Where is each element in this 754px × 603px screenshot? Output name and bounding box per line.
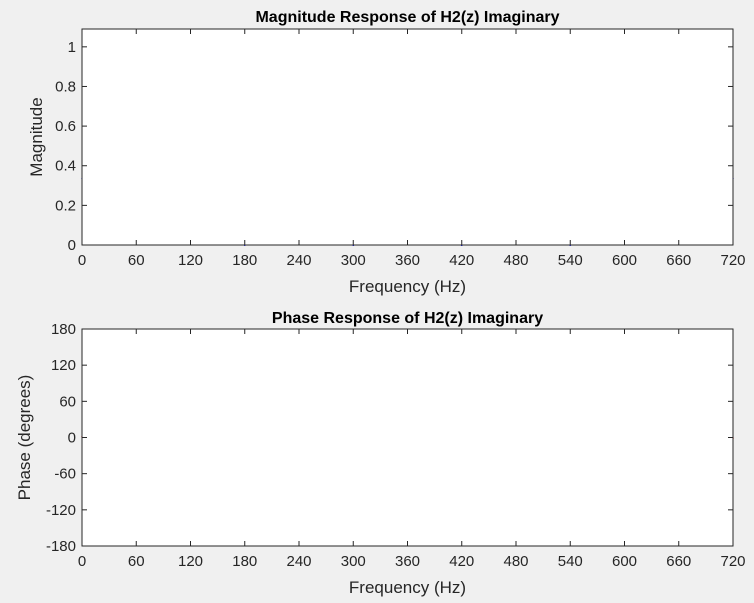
phase-x-tick-label: 540	[558, 553, 583, 570]
magnitude-x-tick-label: 60	[128, 252, 145, 269]
phase-plot: 0 60 120 180 240 300 360 420 480 540 600 660 720-180…	[15, 310, 746, 597]
phase-x-tick-label: 600	[612, 553, 637, 570]
magnitude-x-tick-label: 120	[178, 252, 203, 269]
magnitude-y-tick-label: 1	[68, 39, 76, 56]
phase-axes-frame	[81, 328, 734, 547]
phase-y-tick-label: -180	[46, 538, 76, 555]
phase-x-tick-label: 420	[449, 553, 474, 570]
phase-x-tick-label: 300	[341, 553, 366, 570]
phase-x-tick-label: 660	[666, 553, 691, 570]
phase-y-tick-label: 180	[51, 321, 76, 338]
magnitude-axes-frame	[81, 28, 734, 246]
magnitude-chart-title: Magnitude Response of H2(z) Imaginary	[255, 9, 559, 26]
phase-y-axis-label: Phase (degrees)	[15, 375, 34, 501]
magnitude-y-tick-label: 0.6	[55, 118, 76, 135]
magnitude-y-tick-label: 0.2	[55, 197, 76, 214]
magnitude-plot: 0 60 120 180 240 300 360 420 480 540 600 660 720 0 0.2…	[27, 9, 746, 296]
phase-x-axis-label: Frequency (Hz)	[349, 578, 466, 597]
phase-y-tick-label: 120	[51, 357, 76, 374]
phase-x-tick-label: 120	[178, 553, 203, 570]
phase-y-tick-label: 60	[59, 393, 76, 410]
magnitude-x-tick-label: 660	[666, 252, 691, 269]
magnitude-x-tick-label: 480	[503, 252, 528, 269]
magnitude-y-tick-label: 0.4	[55, 158, 76, 175]
magnitude-x-tick-label: 360	[395, 252, 420, 269]
magnitude-x-tick-label: 540	[558, 252, 583, 269]
magnitude-x-tick-label: 0	[78, 252, 86, 269]
phase-x-tick-label: 60	[128, 553, 145, 570]
magnitude-y-tick-label: 0	[68, 237, 76, 254]
phase-x-tick-label: 240	[286, 553, 311, 570]
phase-x-tick-label: 0	[78, 553, 86, 570]
magnitude-x-tick-label: 420	[449, 252, 474, 269]
phase-chart-title: Phase Response of H2(z) Imaginary	[272, 310, 543, 327]
magnitude-y-tick-label: 0.8	[55, 78, 76, 95]
magnitude-x-axis-label: Frequency (Hz)	[349, 277, 466, 296]
phase-x-tick-label: 480	[503, 553, 528, 570]
magnitude-x-tick-label: 180	[232, 252, 257, 269]
phase-x-tick-label: 720	[720, 553, 745, 570]
magnitude-x-tick-label: 600	[612, 252, 637, 269]
phase-x-tick-label: 180	[232, 553, 257, 570]
phase-y-tick-label: -60	[54, 466, 76, 483]
magnitude-x-tick-label: 240	[286, 252, 311, 269]
magnitude-x-tick-label: 300	[341, 252, 366, 269]
magnitude-y-axis-label: Magnitude	[27, 97, 46, 176]
phase-y-tick-label: -120	[46, 502, 76, 519]
phase-x-tick-label: 360	[395, 553, 420, 570]
magnitude-x-tick-label: 720	[720, 252, 745, 269]
phase-y-tick-label: 0	[68, 430, 76, 447]
